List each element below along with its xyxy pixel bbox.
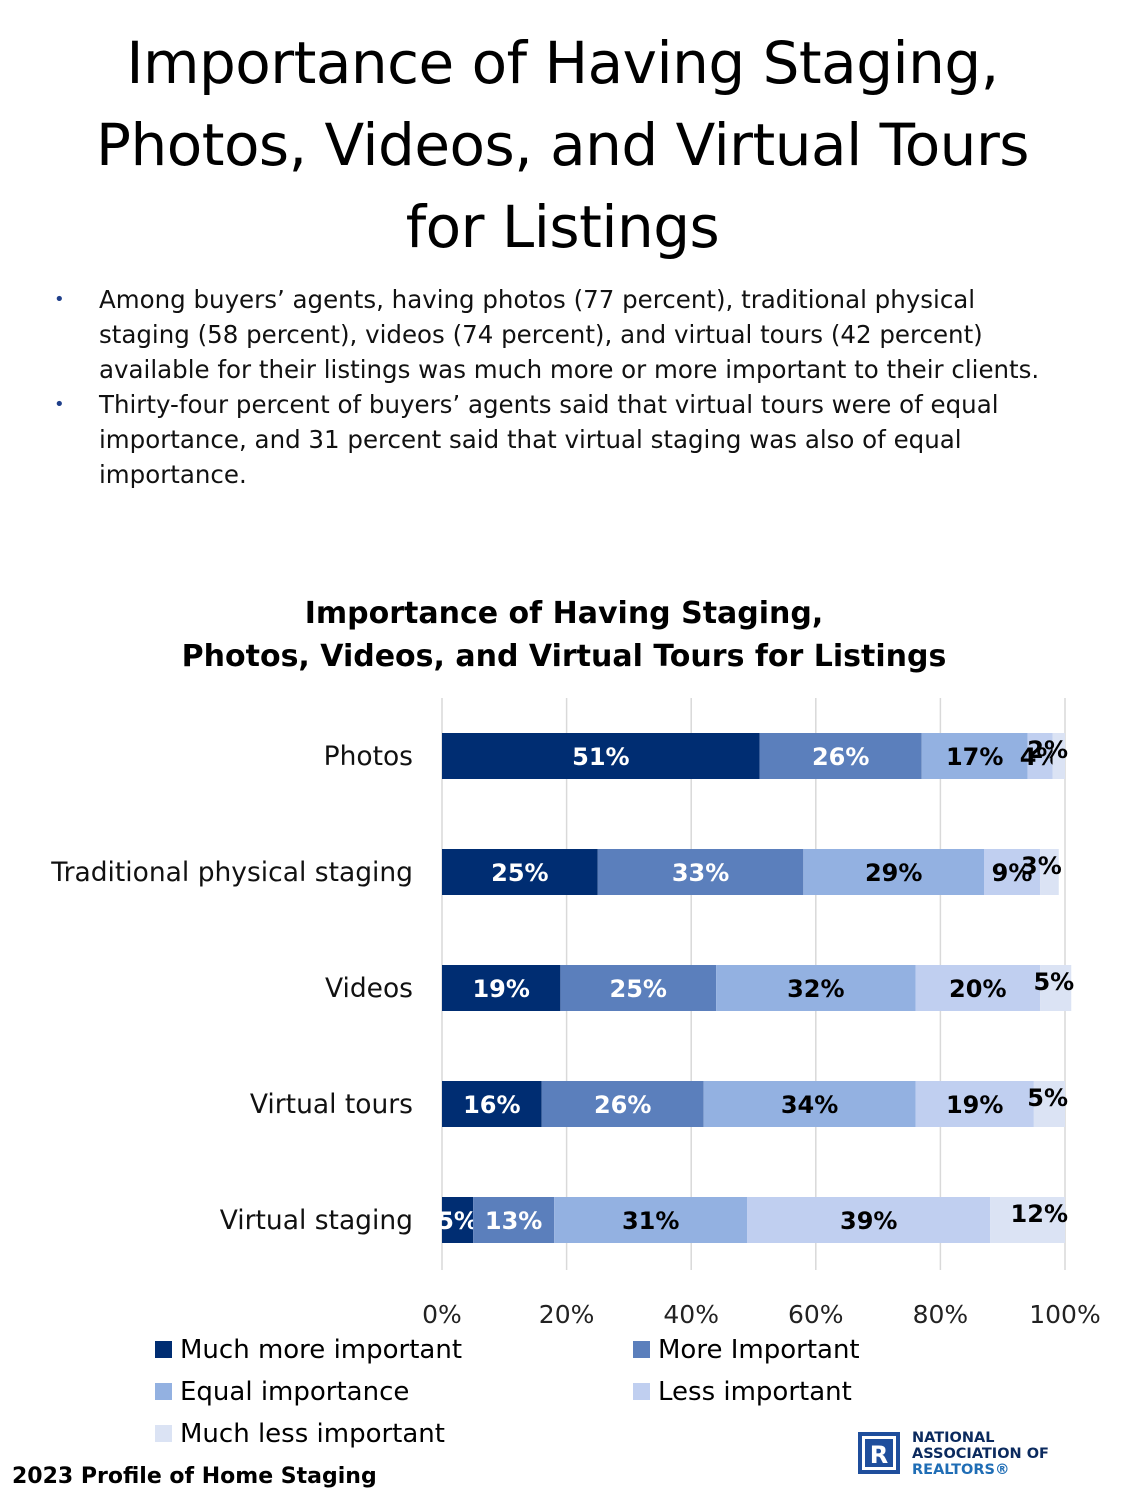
logo-line: ASSOCIATION OF (912, 1446, 1049, 1462)
bar-segment (1052, 733, 1065, 779)
chart-title: Importance of Having Staging, Photos, Vi… (0, 592, 1125, 678)
bar-segment (984, 849, 1041, 895)
x-tick-label: 60% (788, 1300, 844, 1329)
bullet-dot-icon: • (54, 289, 65, 310)
legend-label: More Important (658, 1335, 860, 1365)
data-label: 20% (949, 975, 1006, 1003)
bar-segment (554, 1197, 748, 1243)
bar-segment (1033, 1081, 1065, 1127)
bar-segment (915, 1081, 1034, 1127)
logo-text: NATIONAL ASSOCIATION OF REALTORS® (912, 1430, 1049, 1478)
bar-segment (1040, 849, 1059, 895)
bar-segment (990, 1197, 1065, 1243)
bar-segment (442, 965, 561, 1011)
bar-segment (803, 849, 985, 895)
chart-title-line: Photos, Videos, and Virtual Tours for Li… (181, 639, 947, 674)
realtor-logo-icon: R (858, 1432, 900, 1474)
legend-item: Much more important (155, 1330, 462, 1370)
bar-segment (703, 1081, 916, 1127)
data-label: 16% (463, 1091, 520, 1119)
data-label: 5% (1033, 968, 1074, 996)
data-label: 51% (572, 743, 629, 771)
legend-item: Less important (633, 1372, 852, 1412)
x-tick-label: 20% (539, 1300, 595, 1329)
legend-label: Much more important (180, 1335, 463, 1365)
legend-item: Much less important (155, 1414, 445, 1454)
bullet-item: • Thirty-four percent of buyers’ agents … (50, 387, 1060, 492)
bar-segment (597, 849, 804, 895)
legend-swatch (633, 1383, 650, 1400)
x-tick-label: 40% (663, 1300, 719, 1329)
data-label: 17% (946, 743, 1003, 771)
logo-line: REALTORS® (912, 1462, 1010, 1478)
page-title-line: Importance of Having Staging, (126, 29, 999, 97)
legend-label: Less important (658, 1377, 852, 1407)
nar-logo: R NATIONAL ASSOCIATION OF REALTORS® (858, 1430, 1098, 1480)
data-label: 31% (622, 1207, 679, 1235)
page-title-line: Photos, Videos, and Virtual Tours (95, 111, 1030, 179)
x-tick-label: 80% (913, 1300, 969, 1329)
category-label: Virtual tours (250, 1089, 413, 1120)
legend-swatch (633, 1341, 650, 1358)
bullet-item: • Among buyers’ agents, having photos (7… (50, 282, 1060, 387)
data-label: 5% (437, 1207, 478, 1235)
legend-swatch (155, 1425, 172, 1442)
data-label: 34% (781, 1091, 838, 1119)
legend-label: Equal importance (180, 1377, 410, 1407)
chart-title-line: Importance of Having Staging, (304, 596, 824, 631)
bullet-text: Among buyers’ agents, having photos (77 … (99, 285, 1040, 384)
data-label: 3% (1021, 852, 1062, 880)
category-label: Traditional physical staging (50, 857, 413, 888)
chart-legend: Much more important More Important Equal i… (155, 1330, 955, 1460)
data-label: 39% (840, 1207, 897, 1235)
bar-segment (759, 733, 922, 779)
legend-swatch (155, 1341, 172, 1358)
data-label: 25% (610, 975, 667, 1003)
legend-swatch (155, 1383, 172, 1400)
bullet-dot-icon: • (54, 394, 65, 415)
data-label: 5% (1027, 1084, 1068, 1112)
category-label: Videos (325, 973, 413, 1004)
bar-segment (442, 1197, 474, 1243)
page-title: Importance of Having Staging, Photos, Vi… (0, 22, 1125, 268)
data-label: 32% (787, 975, 844, 1003)
data-label: 12% (1011, 1200, 1068, 1228)
summary-bullets: • Among buyers’ agents, having photos (7… (50, 282, 1060, 492)
logo-line: NATIONAL (912, 1430, 995, 1446)
bar-segment (442, 849, 598, 895)
bar-segment (915, 965, 1041, 1011)
x-tick-label: 100% (1029, 1300, 1100, 1329)
data-label: 26% (812, 743, 869, 771)
stacked-bar-chart: 0% 20% 40% 60% 80% 100%Photos 51% 26% 17% 4%2%Tra… (50, 698, 1101, 1329)
bar-segment (442, 733, 760, 779)
category-label: Photos (324, 741, 413, 772)
bar-segment (473, 1197, 555, 1243)
data-label: 25% (491, 859, 548, 887)
x-tick-label: 0% (422, 1300, 462, 1329)
legend-item: More Important (633, 1330, 860, 1370)
data-label: 2% (1027, 736, 1068, 764)
bar-segment (716, 965, 916, 1011)
legend-label: Much less important (180, 1419, 445, 1449)
svg-text:R: R (870, 1441, 888, 1469)
bar-segment (921, 733, 1028, 779)
data-label: 19% (946, 1091, 1003, 1119)
bar-segment (560, 965, 717, 1011)
data-label: 29% (865, 859, 922, 887)
bullet-text: Thirty-four percent of buyers’ agents sa… (99, 390, 999, 489)
data-label: 13% (485, 1207, 542, 1235)
bar-segment (541, 1081, 704, 1127)
bar-segment (1027, 733, 1053, 779)
page-title-line: for Listings (405, 193, 720, 261)
bar-segment (1040, 965, 1072, 1011)
data-label: 9% (992, 859, 1033, 887)
legend-item: Equal importance (155, 1372, 409, 1412)
bar-segment (442, 1081, 542, 1127)
footer-source: 2023 Profile of Home Staging (12, 1464, 377, 1489)
data-label: 26% (594, 1091, 651, 1119)
category-label: Virtual staging (220, 1205, 413, 1236)
data-label: 33% (672, 859, 729, 887)
data-label: 19% (472, 975, 529, 1003)
bar-segment (747, 1197, 991, 1243)
